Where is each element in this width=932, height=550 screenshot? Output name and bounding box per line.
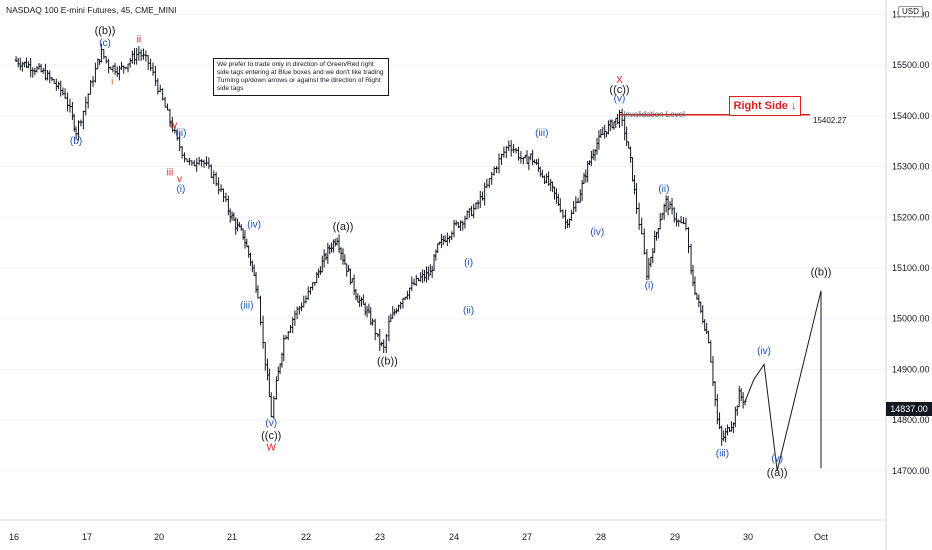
wave-label: W — [266, 443, 276, 454]
projection-line — [744, 290, 822, 471]
invalidation-value: 15402.27 — [813, 116, 847, 125]
y-tick-label: 15500.00 — [892, 60, 930, 70]
y-tick-label: 15300.00 — [892, 162, 930, 172]
y-tick-label: 14800.00 — [892, 415, 930, 425]
y-tick-label: 14700.00 — [892, 466, 930, 476]
wave-label: (v) — [771, 454, 783, 465]
wave-label: ((b)) — [811, 267, 832, 279]
wave-label: iii — [167, 168, 174, 179]
current-price-tag: 14837.00 — [886, 402, 932, 416]
x-tick-label: 16 — [9, 532, 19, 542]
wave-label: (iii) — [716, 449, 729, 460]
x-tick-label: 28 — [596, 532, 606, 542]
y-tick-label: 15100.00 — [892, 263, 930, 273]
wave-label: ii — [137, 34, 141, 45]
wave-label: v — [177, 174, 182, 185]
x-tick-label: 27 — [522, 532, 532, 542]
wave-label: (iii) — [535, 128, 548, 139]
price-bars — [14, 43, 747, 447]
wave-label: ((c)) — [609, 84, 629, 96]
x-tick-label: 21 — [227, 532, 237, 542]
y-tick-label: 15000.00 — [892, 314, 930, 324]
chart-title: NASDAQ 100 E-mini Futures, 45, CME_MINI — [6, 5, 177, 15]
wave-label: (iii) — [240, 301, 253, 312]
trading-note: We prefer to trade only in direction of … — [213, 58, 389, 96]
x-tick-label: 17 — [82, 532, 92, 542]
y-tick-label: 14900.00 — [892, 364, 930, 374]
wave-label: X — [616, 75, 623, 86]
down-arrow-icon: ↓ — [790, 100, 797, 112]
projection-path — [744, 290, 822, 471]
wave-label: (i) — [645, 280, 654, 291]
x-tick-label: 20 — [154, 532, 164, 542]
x-tick-label: 30 — [743, 532, 753, 542]
time-axis[interactable]: 16 17 20 21 22 23 24 27 28 29 30 Oct — [9, 532, 829, 542]
y-tick-label: 15200.00 — [892, 212, 930, 222]
wave-label: (v) — [614, 94, 626, 105]
right-side-tag: Right Side ↓ — [729, 96, 801, 116]
x-tick-label: 29 — [670, 532, 680, 542]
wave-label: (v) — [265, 418, 277, 429]
invalidation-label: Invalidation Level — [623, 110, 685, 119]
x-tick-label: Oct — [814, 532, 829, 542]
wave-label: iv — [170, 120, 177, 131]
chart-grid — [0, 14, 886, 472]
wave-label: (ii) — [658, 184, 669, 195]
wave-label: i — [111, 76, 113, 87]
x-tick-label: 24 — [449, 532, 459, 542]
wave-label: (iv) — [757, 346, 771, 357]
wave-label: ((a)) — [333, 221, 354, 233]
wave-label: (c) — [99, 38, 111, 49]
y-tick-label: 15400.00 — [892, 111, 930, 121]
currency-button[interactable]: USD — [898, 6, 923, 17]
x-tick-label: 22 — [301, 532, 311, 542]
x-tick-label: 23 — [375, 532, 385, 542]
wave-label: (i) — [176, 184, 185, 195]
wave-labels: ((b))(c) iii(b)iv(ii)iiiv(i)(iv)(iii)(v)(… — [70, 25, 831, 479]
wave-label: (iv) — [247, 219, 261, 230]
wave-label: ((b)) — [377, 355, 398, 367]
wave-label: ((a)) — [767, 467, 788, 479]
wave-label: (ii) — [175, 128, 186, 139]
wave-label: (ii) — [463, 306, 474, 317]
right-side-label: Right Side — [733, 100, 788, 112]
wave-label: (iv) — [590, 227, 604, 238]
wave-label: ((b)) — [95, 25, 116, 37]
wave-label: (i) — [464, 257, 473, 268]
wave-label: (b) — [70, 136, 82, 147]
wave-label: ((c)) — [261, 430, 281, 442]
